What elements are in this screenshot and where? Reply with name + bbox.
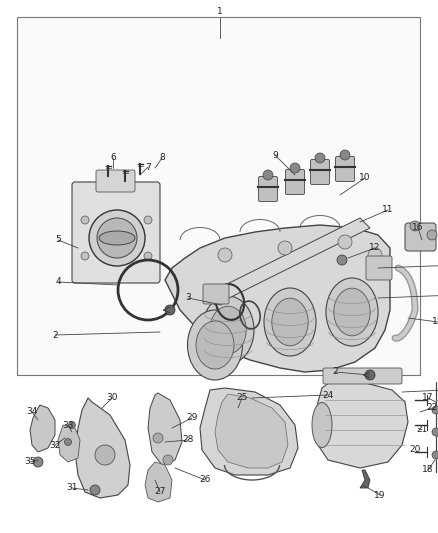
Circle shape xyxy=(315,153,325,163)
Text: 1: 1 xyxy=(217,7,223,17)
Text: 18: 18 xyxy=(422,465,434,474)
Circle shape xyxy=(33,457,43,467)
Text: 34: 34 xyxy=(26,408,38,416)
Text: 2: 2 xyxy=(52,330,58,340)
Circle shape xyxy=(153,433,163,443)
Text: 11: 11 xyxy=(382,206,394,214)
Text: 5: 5 xyxy=(55,236,61,245)
Circle shape xyxy=(278,241,292,255)
Circle shape xyxy=(163,455,173,465)
Circle shape xyxy=(365,370,375,380)
FancyBboxPatch shape xyxy=(96,170,135,192)
Text: 30: 30 xyxy=(106,393,118,402)
Text: 21: 21 xyxy=(416,425,427,434)
Ellipse shape xyxy=(326,278,378,346)
Text: 2: 2 xyxy=(332,367,338,376)
Polygon shape xyxy=(360,470,370,488)
FancyBboxPatch shape xyxy=(336,157,354,182)
Circle shape xyxy=(432,428,438,436)
Circle shape xyxy=(263,170,273,180)
Text: 20: 20 xyxy=(410,446,420,455)
Text: 22: 22 xyxy=(426,403,438,413)
Circle shape xyxy=(368,248,382,262)
FancyBboxPatch shape xyxy=(203,284,229,304)
Text: 19: 19 xyxy=(374,490,386,499)
FancyBboxPatch shape xyxy=(366,256,392,280)
Polygon shape xyxy=(145,462,172,502)
Circle shape xyxy=(340,150,350,160)
Circle shape xyxy=(95,445,115,465)
Circle shape xyxy=(410,221,420,231)
Text: 31: 31 xyxy=(66,483,78,492)
Text: 9: 9 xyxy=(272,150,278,159)
FancyBboxPatch shape xyxy=(405,223,436,251)
Text: 27: 27 xyxy=(154,488,166,497)
Text: 26: 26 xyxy=(199,475,211,484)
Text: 12: 12 xyxy=(369,244,381,253)
Ellipse shape xyxy=(187,310,243,380)
Circle shape xyxy=(97,218,137,258)
Circle shape xyxy=(81,252,89,260)
Polygon shape xyxy=(148,393,182,465)
Text: 29: 29 xyxy=(186,414,198,423)
Polygon shape xyxy=(200,388,298,475)
Circle shape xyxy=(432,406,438,414)
Text: 16: 16 xyxy=(412,223,424,232)
Circle shape xyxy=(89,210,145,266)
Text: 32: 32 xyxy=(49,440,61,449)
Circle shape xyxy=(68,422,75,429)
Circle shape xyxy=(338,235,352,249)
Text: 35: 35 xyxy=(24,457,36,466)
FancyBboxPatch shape xyxy=(311,159,329,184)
FancyBboxPatch shape xyxy=(258,176,278,201)
Ellipse shape xyxy=(210,306,246,354)
Circle shape xyxy=(337,255,347,265)
Text: 25: 25 xyxy=(237,393,247,402)
Ellipse shape xyxy=(272,298,308,346)
Circle shape xyxy=(144,216,152,224)
Text: 28: 28 xyxy=(182,435,194,445)
Bar xyxy=(17,17,420,375)
Text: 4: 4 xyxy=(55,278,61,287)
Polygon shape xyxy=(205,218,370,305)
Ellipse shape xyxy=(312,402,332,448)
Circle shape xyxy=(432,451,438,459)
Circle shape xyxy=(90,485,100,495)
Text: 8: 8 xyxy=(159,154,165,163)
Polygon shape xyxy=(165,225,390,372)
Ellipse shape xyxy=(334,288,370,336)
Polygon shape xyxy=(215,394,288,468)
Circle shape xyxy=(81,216,89,224)
Circle shape xyxy=(144,252,152,260)
Text: 3: 3 xyxy=(185,294,191,303)
FancyBboxPatch shape xyxy=(72,182,160,283)
Text: 6: 6 xyxy=(110,154,116,163)
FancyBboxPatch shape xyxy=(286,169,304,195)
Polygon shape xyxy=(58,425,80,462)
Circle shape xyxy=(290,163,300,173)
Polygon shape xyxy=(75,398,130,498)
Text: 24: 24 xyxy=(322,391,334,400)
Circle shape xyxy=(165,305,175,315)
Polygon shape xyxy=(315,382,408,468)
Circle shape xyxy=(64,439,71,446)
Text: 10: 10 xyxy=(359,174,371,182)
Text: 7: 7 xyxy=(145,163,151,172)
Circle shape xyxy=(218,248,232,262)
Text: 17: 17 xyxy=(422,393,434,402)
Text: 33: 33 xyxy=(62,421,74,430)
Circle shape xyxy=(427,230,437,240)
FancyBboxPatch shape xyxy=(323,368,402,384)
Polygon shape xyxy=(30,405,55,452)
Ellipse shape xyxy=(196,321,234,369)
Text: 15: 15 xyxy=(432,318,438,327)
Ellipse shape xyxy=(202,296,254,364)
Ellipse shape xyxy=(264,288,316,356)
Ellipse shape xyxy=(99,231,135,245)
